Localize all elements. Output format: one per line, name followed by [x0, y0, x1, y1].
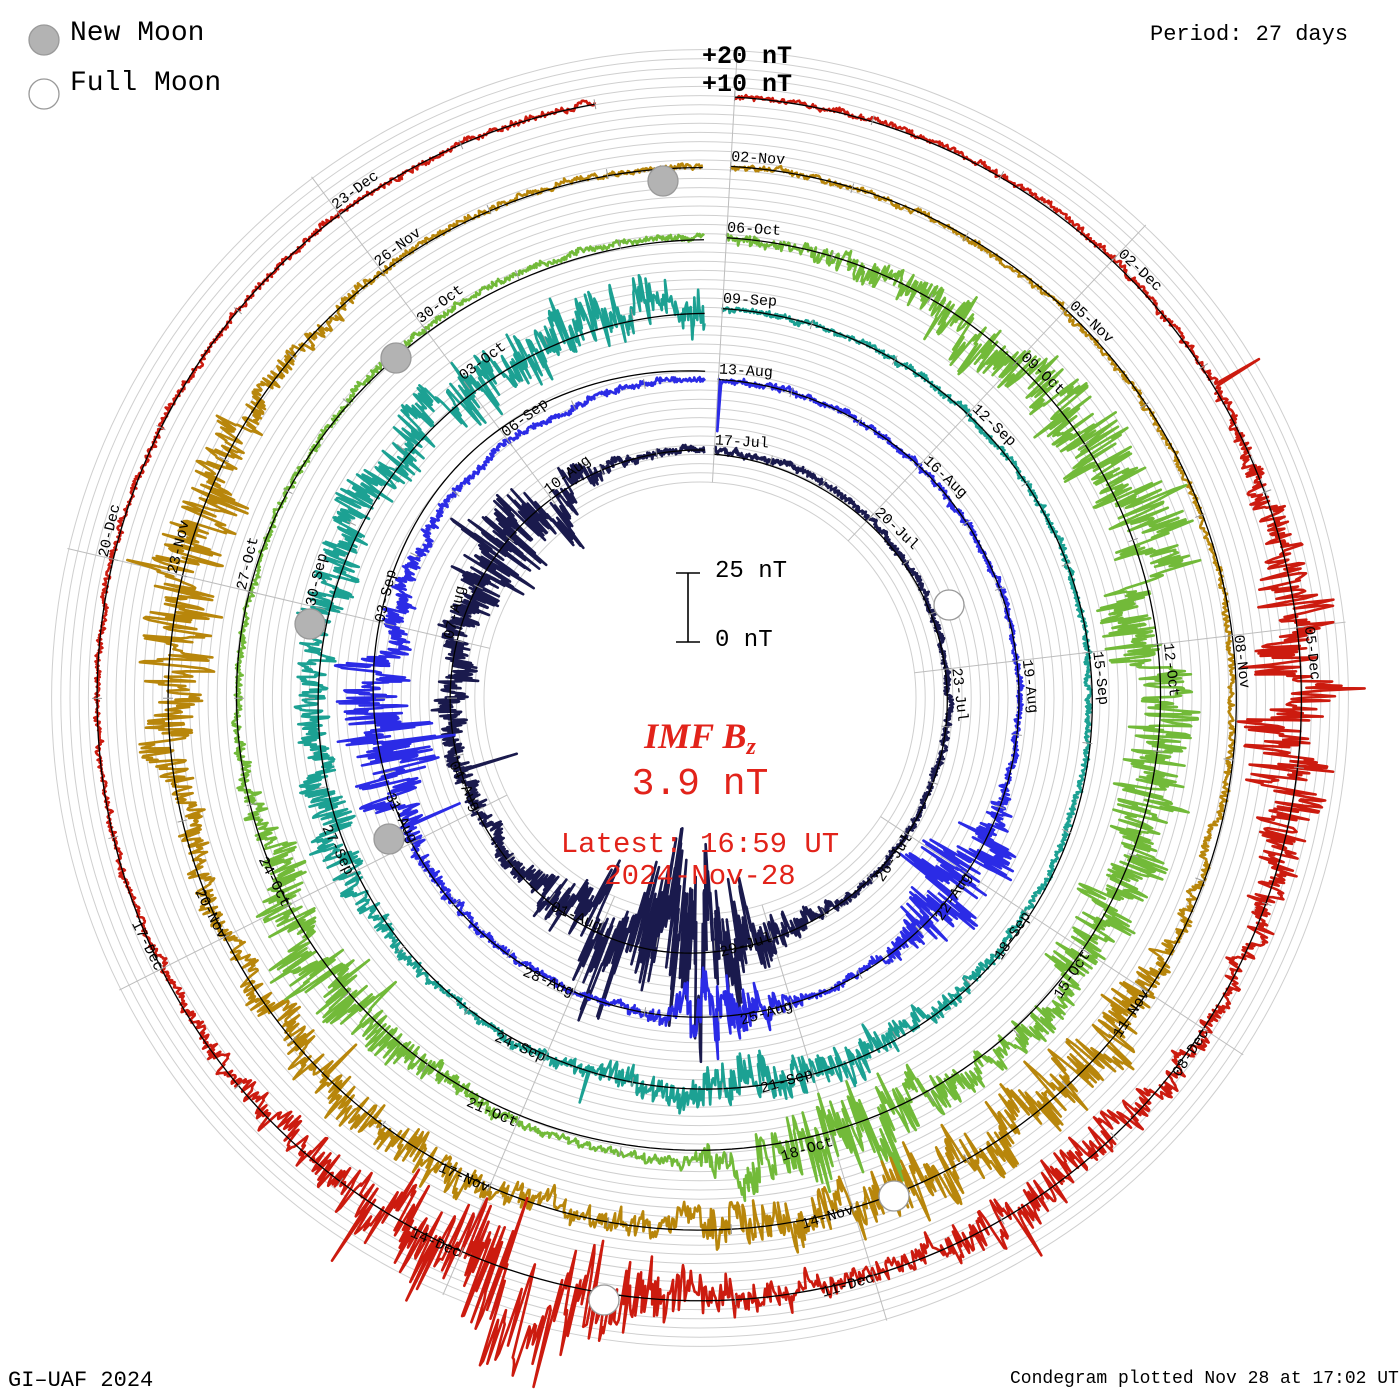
- svg-text:06-Oct: 06-Oct: [727, 220, 782, 240]
- svg-text:17-Jul: 17-Jul: [714, 432, 769, 452]
- svg-text:09-Sep: 09-Sep: [723, 291, 778, 311]
- svg-text:12-Oct: 12-Oct: [1159, 642, 1182, 698]
- svg-text:02-Nov: 02-Nov: [731, 149, 786, 169]
- svg-text:28-Aug: 28-Aug: [520, 964, 576, 1001]
- svg-text:13-Aug: 13-Aug: [718, 362, 773, 382]
- svg-text:05-Dec: 05-Dec: [1300, 626, 1323, 682]
- svg-text:23-Jul: 23-Jul: [947, 667, 970, 723]
- svg-text:20-Nov: 20-Nov: [191, 886, 230, 942]
- svg-text:21-Oct: 21-Oct: [464, 1095, 520, 1132]
